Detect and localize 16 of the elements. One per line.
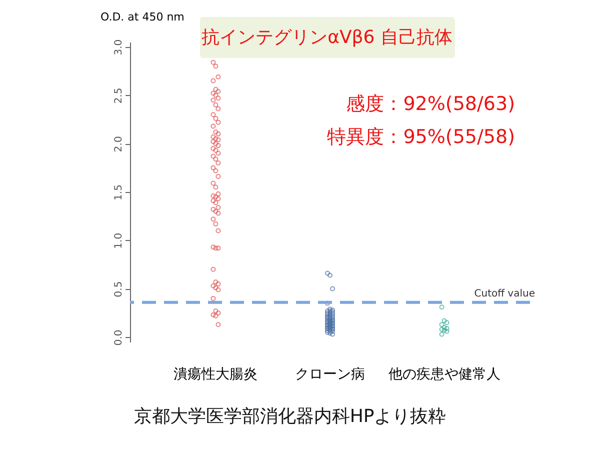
annotation: 特異度：95%(55/58) xyxy=(327,126,515,148)
text: 京都大学医学部消化器内科HPより抜粋 xyxy=(134,406,446,427)
y-tick-label: 0.0 xyxy=(114,330,124,346)
y-tick-label: 2.5 xyxy=(114,88,124,104)
y-tick-label: 1.5 xyxy=(114,184,124,200)
y-tick-label: 2.0 xyxy=(114,136,124,152)
x-tick-label: 潰瘍性大腸炎 xyxy=(174,366,258,382)
x-tick-label: 他の疾患や健常人 xyxy=(388,366,500,382)
x-tick-label: クローン病 xyxy=(295,366,365,382)
ref-line-label: Cutoff value xyxy=(474,288,535,300)
chart-title: 抗インテグリンαVβ6 自己抗体 xyxy=(202,27,452,48)
y-axis-title: O.D. at 450 nm xyxy=(100,10,184,24)
y-tick-label: 3.0 xyxy=(114,39,124,56)
annotation: 感度：92%(58/63) xyxy=(346,93,515,115)
y-tick-label: 1.0 xyxy=(114,232,124,249)
y-tick-label: 0.5 xyxy=(114,281,124,298)
